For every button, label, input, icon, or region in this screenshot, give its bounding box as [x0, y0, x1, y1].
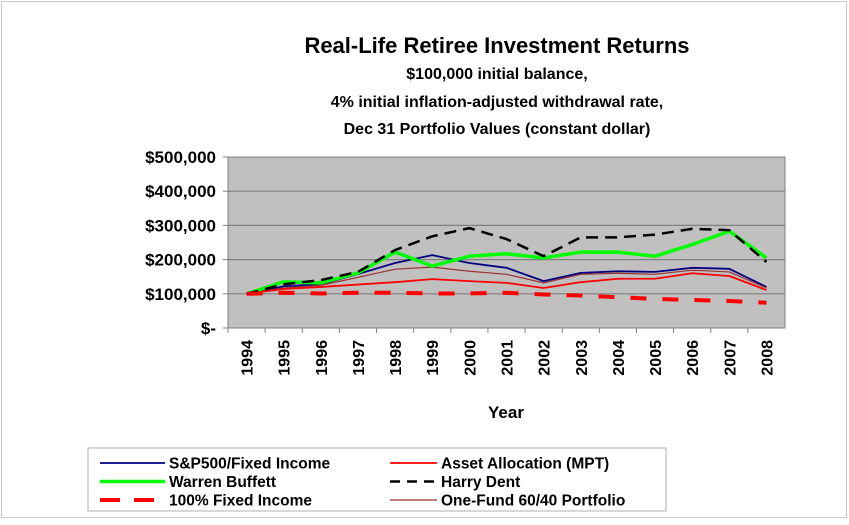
chart-subtitle-2: 4% initial inflation-adjusted withdrawal… [331, 94, 664, 111]
series-line-100-fixed-income [246, 290, 767, 305]
legend-item: Harry Dent [390, 474, 520, 491]
chart-title: Real-Life Retiree Investment Returns [304, 33, 689, 58]
legend-item: 100% Fixed Income [100, 493, 312, 510]
x-tick-label: 2005 [648, 340, 665, 376]
legend-item: Asset Allocation (MPT) [390, 456, 609, 473]
legend-item: One-Fund 60/40 Portfolio [390, 493, 625, 510]
x-tick-label: 2007 [722, 340, 739, 376]
legend [87, 447, 667, 512]
legend-label: 100% Fixed Income [169, 493, 312, 510]
series-line-asset-allocation-mpt- [246, 272, 767, 295]
legend-label: Harry Dent [441, 474, 520, 491]
series-line-one-fund-60-40-portfolio [246, 266, 767, 295]
series-line-warren-buffett [246, 229, 768, 296]
x-tick-label: 2008 [759, 340, 776, 376]
y-tick-label: $100,000 [145, 285, 216, 304]
y-tick-label: $300,000 [145, 216, 216, 235]
x-tick-label: 2006 [685, 340, 702, 376]
y-tick-label: $400,000 [145, 182, 216, 201]
y-tick-label: $500,000 [145, 148, 216, 167]
series-line-harry-dent [246, 226, 768, 296]
legend-label: S&P500/Fixed Income [169, 456, 330, 473]
x-tick-label: 1997 [351, 340, 368, 376]
chart-subtitle-3: Dec 31 Portfolio Values (constant dollar… [344, 121, 651, 138]
x-tick-label: 2001 [500, 340, 517, 376]
y-tick-label: $- [201, 319, 216, 338]
plot-area [227, 156, 786, 329]
x-tick-label: 2000 [462, 340, 479, 376]
legend-item: Warren Buffett [100, 474, 276, 491]
x-tick-label: 1999 [425, 340, 442, 376]
x-tick-label: 1996 [314, 340, 331, 376]
x-tick-label: 2004 [611, 340, 628, 376]
legend-label: One-Fund 60/40 Portfolio [441, 493, 625, 510]
x-tick-label: 1995 [277, 340, 294, 376]
y-tick-label: $200,000 [145, 251, 216, 270]
legend-label: Warren Buffett [169, 474, 276, 491]
legend-item: S&P500/Fixed Income [100, 456, 330, 473]
x-tick-label: 2002 [537, 340, 554, 376]
chart-subtitle-1: $100,000 initial balance, [406, 66, 587, 83]
x-tick-label: 1994 [240, 340, 257, 376]
x-axis-label: Year [488, 403, 524, 422]
x-tick-label: 1998 [388, 340, 405, 376]
legend-label: Asset Allocation (MPT) [441, 456, 609, 473]
x-tick-label: 2003 [574, 340, 591, 376]
